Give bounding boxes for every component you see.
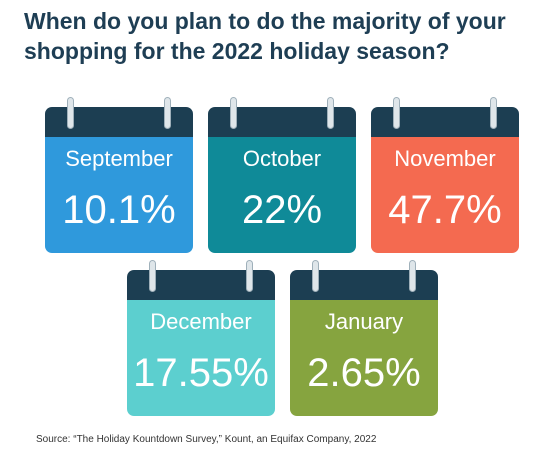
calendar-card-december: December 17.55% [127,270,275,416]
binder-ring-icon [149,260,156,292]
month-label: January [324,309,404,334]
calendar-body: October 22% [208,137,356,253]
month-label: December [150,309,252,334]
month-label: September [65,146,173,171]
binder-ring-icon [409,260,416,292]
chart-title: When do you plan to do the majority of y… [24,8,506,64]
binder-ring-icon [230,97,237,129]
percent-value: 10.1% [62,188,176,232]
calendar-body: November 47.7% [371,137,519,253]
calendar-card-november: November 47.7% [371,107,519,253]
binder-ring-icon [490,97,497,129]
binder-ring-icon [312,260,319,292]
calendar-body: January 2.65% [290,300,438,416]
percent-value: 2.65% [307,351,421,395]
percent-value: 22% [241,188,323,232]
calendar-body: September 10.1% [45,137,193,253]
calendar-card-january: January 2.65% [290,270,438,416]
binder-ring-icon [246,260,253,292]
binder-ring-icon [393,97,400,129]
month-label: October [242,146,322,171]
percent-value: 17.55% [133,351,269,395]
month-label: November [394,146,496,171]
calendar-card-october: October 22% [208,107,356,253]
binder-ring-icon [67,97,74,129]
source-note: Source: “The Holiday Kountdown Survey,” … [36,434,377,445]
binder-ring-icon [327,97,334,129]
percent-value: 47.7% [388,188,502,232]
calendar-card-september: September 10.1% [45,107,193,253]
calendar-body: December 17.55% [127,300,275,416]
binder-ring-icon [164,97,171,129]
